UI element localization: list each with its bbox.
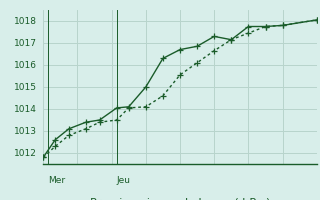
Text: Jeu: Jeu <box>117 176 131 185</box>
Text: Pression niveau de la mer( hPa ): Pression niveau de la mer( hPa ) <box>90 198 270 200</box>
Text: Mer: Mer <box>48 176 66 185</box>
